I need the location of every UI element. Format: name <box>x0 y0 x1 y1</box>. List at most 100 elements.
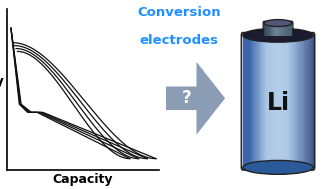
Text: ?: ? <box>181 89 191 107</box>
Bar <box>267 23 269 36</box>
Bar <box>245 35 246 167</box>
Bar <box>311 35 313 167</box>
Bar <box>295 35 296 167</box>
Bar <box>300 35 301 167</box>
Bar <box>254 35 256 167</box>
Bar <box>246 35 247 167</box>
Bar <box>281 23 282 36</box>
Bar <box>257 35 258 167</box>
Bar <box>310 35 312 167</box>
Bar <box>266 35 268 167</box>
Bar <box>284 35 285 167</box>
Bar <box>272 23 273 36</box>
Bar <box>286 35 287 167</box>
Bar <box>273 35 274 167</box>
Bar <box>298 35 300 167</box>
Ellipse shape <box>243 160 313 174</box>
Bar <box>268 23 270 36</box>
Bar <box>254 35 255 167</box>
Polygon shape <box>166 62 225 135</box>
Bar <box>263 35 264 167</box>
Bar <box>259 35 260 167</box>
Bar <box>265 35 266 167</box>
Bar <box>293 35 294 167</box>
Bar <box>289 23 290 36</box>
Y-axis label: V: V <box>0 77 3 90</box>
Bar <box>280 35 281 167</box>
Bar <box>266 35 267 167</box>
Text: electrodes: electrodes <box>139 34 218 47</box>
Bar <box>299 35 300 167</box>
Bar <box>285 23 287 36</box>
Bar <box>274 35 276 167</box>
Bar <box>283 23 284 36</box>
Bar <box>303 35 304 167</box>
Bar <box>276 35 277 167</box>
Bar <box>261 35 262 167</box>
Bar <box>291 23 292 36</box>
Bar <box>268 35 269 167</box>
Bar <box>305 35 306 167</box>
Bar <box>252 35 253 167</box>
Bar <box>250 35 251 167</box>
Bar <box>253 35 254 167</box>
Bar <box>277 23 279 36</box>
Bar <box>271 35 272 167</box>
Bar <box>310 35 311 167</box>
X-axis label: Capacity: Capacity <box>53 173 113 186</box>
Bar <box>281 35 282 167</box>
Bar <box>284 23 285 36</box>
Bar <box>273 23 274 36</box>
Bar <box>301 35 302 167</box>
Bar <box>267 35 269 167</box>
Bar <box>288 35 289 167</box>
Bar <box>279 35 280 167</box>
Bar <box>308 35 309 167</box>
Bar <box>247 35 248 167</box>
Bar <box>296 35 297 167</box>
Bar <box>265 23 266 36</box>
Bar <box>291 35 292 167</box>
Bar <box>292 35 293 167</box>
Bar <box>306 35 307 167</box>
Bar <box>277 35 278 167</box>
Bar <box>302 35 303 167</box>
Bar <box>274 35 275 167</box>
Bar <box>304 35 305 167</box>
Bar <box>260 35 261 167</box>
Text: Li: Li <box>266 91 290 115</box>
Bar <box>251 35 252 167</box>
Bar <box>287 35 288 167</box>
Bar <box>290 23 291 36</box>
Bar <box>309 35 310 167</box>
Bar <box>249 35 250 167</box>
Bar <box>282 23 283 36</box>
Bar <box>289 35 290 167</box>
Bar <box>271 23 272 36</box>
Bar <box>297 35 298 167</box>
Bar <box>290 35 292 167</box>
Bar <box>243 35 244 167</box>
Bar <box>256 35 257 167</box>
Bar <box>266 23 268 36</box>
Bar <box>244 35 245 167</box>
Bar <box>312 35 313 167</box>
Bar <box>307 35 308 167</box>
Bar <box>255 35 256 167</box>
Bar <box>276 23 278 36</box>
Bar <box>246 35 248 167</box>
Bar <box>282 35 283 167</box>
Ellipse shape <box>243 28 313 42</box>
Bar <box>260 35 261 167</box>
Bar <box>294 35 295 167</box>
Bar <box>286 23 288 36</box>
Bar <box>264 35 265 167</box>
Bar <box>290 35 291 167</box>
Bar <box>258 35 259 167</box>
Bar <box>278 35 279 167</box>
Ellipse shape <box>264 20 292 26</box>
Bar <box>270 35 271 167</box>
Bar <box>288 23 289 36</box>
Bar <box>270 23 271 36</box>
Bar <box>298 35 299 167</box>
